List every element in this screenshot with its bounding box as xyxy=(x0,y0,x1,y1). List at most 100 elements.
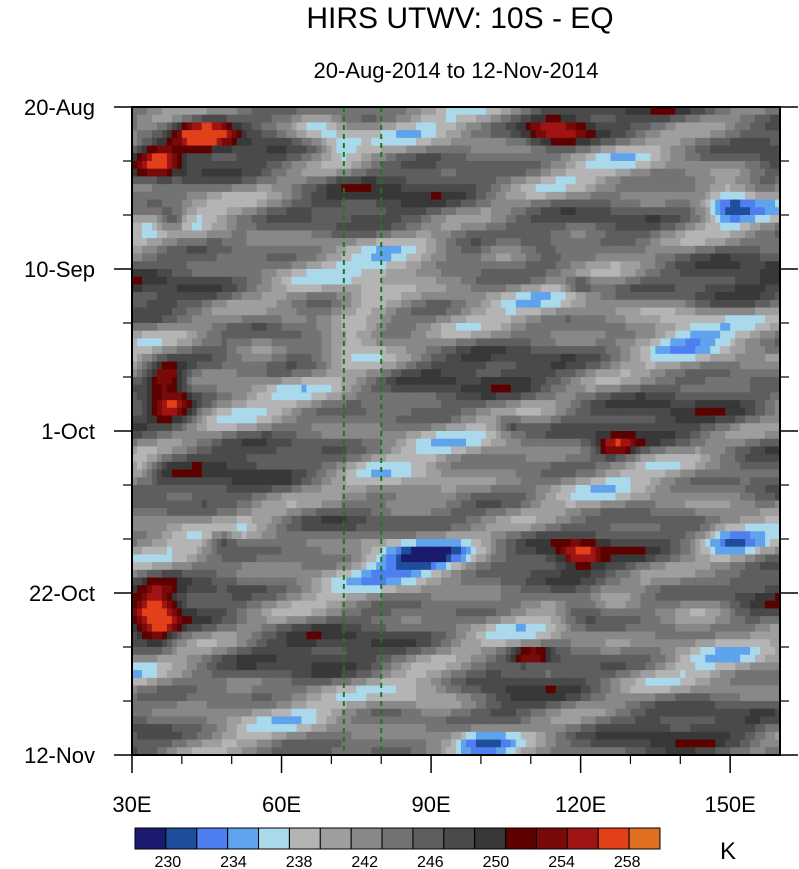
field-cell xyxy=(585,384,592,394)
field-cell xyxy=(610,284,617,293)
field-cell xyxy=(371,161,377,170)
field-cell xyxy=(311,346,318,355)
field-cell xyxy=(276,130,283,139)
field-cell xyxy=(146,145,153,154)
field-cell xyxy=(725,199,731,208)
field-cell xyxy=(441,276,447,286)
field-cell xyxy=(670,145,676,154)
field-cell xyxy=(495,299,502,309)
field-cell xyxy=(625,284,632,293)
field-cell xyxy=(311,261,318,270)
field-cell xyxy=(376,207,382,216)
field-cell xyxy=(735,230,741,239)
field-cell xyxy=(321,323,327,332)
field-cell xyxy=(251,315,258,324)
field-cell xyxy=(735,215,741,224)
field-cell xyxy=(321,269,327,278)
field-cell xyxy=(485,145,492,154)
field-cell xyxy=(500,215,507,224)
field-cell xyxy=(735,161,741,170)
field-cell xyxy=(630,215,637,224)
field-cell xyxy=(251,238,258,247)
field-cell xyxy=(685,215,691,224)
field-cell xyxy=(226,253,233,262)
field-cell xyxy=(520,284,527,293)
field-cell xyxy=(490,230,497,239)
field-cell xyxy=(216,361,223,370)
field-cell xyxy=(705,184,711,193)
field-cell xyxy=(485,330,492,340)
field-cell xyxy=(201,276,208,286)
field-cell xyxy=(595,384,602,394)
field-cell xyxy=(276,199,283,208)
field-cell xyxy=(555,284,562,293)
field-cell xyxy=(580,369,587,378)
field-cell xyxy=(750,222,756,232)
field-cell xyxy=(535,346,542,355)
field-cell xyxy=(426,238,432,247)
field-cell xyxy=(161,153,168,162)
field-cell xyxy=(595,299,602,309)
field-cell xyxy=(625,114,632,124)
field-cell xyxy=(456,384,462,394)
field-cell xyxy=(470,245,477,255)
field-cell xyxy=(660,238,666,247)
field-cell xyxy=(191,230,198,239)
field-cell xyxy=(610,137,617,147)
field-cell xyxy=(386,369,392,378)
field-cell xyxy=(321,168,327,178)
field-cell xyxy=(700,284,706,293)
field-cell xyxy=(186,307,193,316)
field-cell xyxy=(680,353,686,363)
field-cell xyxy=(136,299,143,309)
field-cell xyxy=(381,315,387,324)
field-cell xyxy=(231,199,238,208)
field-cell xyxy=(411,137,417,147)
field-cell xyxy=(456,346,462,355)
field-cell xyxy=(451,353,457,363)
field-cell xyxy=(306,361,313,370)
field-cell xyxy=(271,238,278,247)
field-cell xyxy=(775,384,780,394)
field-cell xyxy=(336,307,342,316)
field-cell xyxy=(535,215,542,224)
field-cell xyxy=(635,184,642,193)
field-cell xyxy=(176,276,183,286)
field-cell xyxy=(770,122,776,131)
field-cell xyxy=(465,191,472,201)
field-cell xyxy=(396,222,402,232)
field-cell xyxy=(271,346,278,355)
field-cell xyxy=(500,369,507,378)
field-cell xyxy=(351,191,357,201)
field-cell xyxy=(685,276,691,286)
field-cell xyxy=(470,299,477,309)
field-cell xyxy=(600,392,607,401)
field-cell xyxy=(505,253,512,262)
field-cell xyxy=(620,145,627,154)
field-cell xyxy=(361,184,367,193)
field-cell xyxy=(256,215,263,224)
field-cell xyxy=(475,238,482,247)
field-cell xyxy=(565,222,572,232)
field-cell xyxy=(396,207,402,216)
field-cell xyxy=(256,323,263,332)
field-cell xyxy=(331,369,337,378)
field-cell xyxy=(475,307,482,316)
field-cell xyxy=(156,315,163,324)
field-cell xyxy=(675,107,681,116)
field-cell xyxy=(545,346,552,355)
field-cell xyxy=(545,323,552,332)
field-cell xyxy=(560,168,567,178)
field-cell xyxy=(715,330,721,340)
field-cell xyxy=(151,230,158,239)
field-cell xyxy=(356,130,362,139)
field-cell xyxy=(366,338,372,347)
field-cell xyxy=(565,369,572,378)
field-cell xyxy=(296,153,303,162)
field-cell xyxy=(221,299,228,309)
field-cell xyxy=(690,269,696,278)
field-cell xyxy=(416,323,422,332)
field-cell xyxy=(281,353,288,363)
field-cell xyxy=(765,191,771,201)
field-cell xyxy=(451,369,457,378)
